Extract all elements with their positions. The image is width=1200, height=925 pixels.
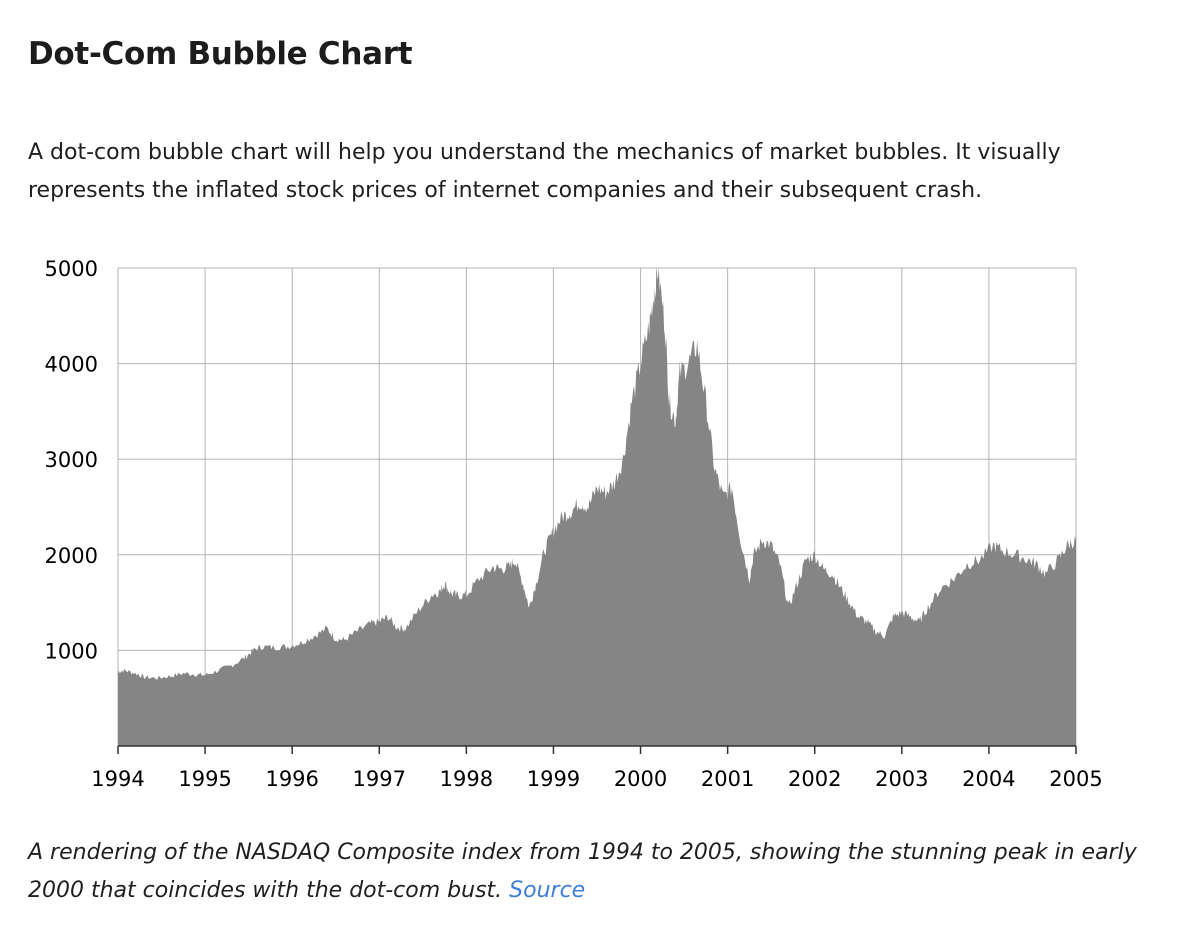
x-tick-label-2005: 2005 (1049, 767, 1102, 791)
source-link[interactable]: Source (509, 878, 586, 903)
x-tick-label-2001: 2001 (701, 767, 754, 791)
chart-canvas: 1994 1995 1996 1997 1998 1999 2000 2001 2002 2003… (45, 257, 1103, 791)
nasdaq-area-chart: 1994 1995 1996 1997 1998 1999 2000 2001 2002 2003… (0, 240, 1200, 810)
area-series (118, 268, 1076, 746)
intro-paragraph: A dot-com bubble chart will help you und… (28, 140, 1061, 203)
axes (117, 745, 1077, 754)
y-tick-label-4000: 4000 (45, 353, 98, 377)
y-tick-label-1000: 1000 (45, 639, 98, 663)
x-tick-label-1999: 1999 (527, 767, 580, 791)
y-tick-label-3000: 3000 (45, 448, 98, 472)
x-tick-label-1997: 1997 (353, 767, 406, 791)
series-area-nasdaq (118, 268, 1076, 746)
tick-labels: 1994 1995 1996 1997 1998 1999 2000 2001 2002 2003… (45, 257, 1103, 791)
x-tick-label-2002: 2002 (788, 767, 841, 791)
x-tick-label-2000: 2000 (614, 767, 667, 791)
figure-caption: A rendering of the NASDAQ Composite inde… (28, 834, 1168, 910)
x-tick-label-1994: 1994 (91, 767, 144, 791)
section-heading: Dot-Com Bubble Chart (28, 36, 413, 72)
caption-text: A rendering of the NASDAQ Composite inde… (28, 840, 1137, 903)
x-tick-label-2003: 2003 (875, 767, 928, 791)
x-tick-label-1998: 1998 (440, 767, 493, 791)
x-tick-label-1995: 1995 (178, 767, 231, 791)
y-tick-label-2000: 2000 (45, 544, 98, 568)
y-tick-label-5000: 5000 (45, 257, 98, 281)
x-tick-label-2004: 2004 (962, 767, 1015, 791)
x-tick-label-1996: 1996 (265, 767, 318, 791)
